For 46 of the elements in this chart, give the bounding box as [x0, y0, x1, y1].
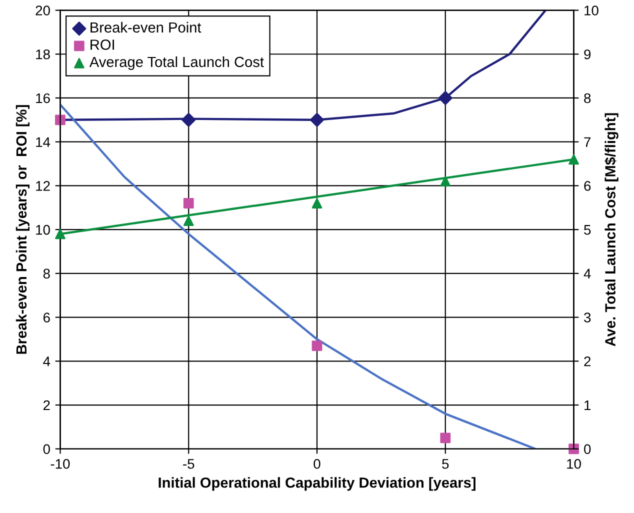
y-tick-label: 2: [43, 400, 50, 410]
y2-tick-label: 8: [584, 93, 591, 104]
y2-tick-label: 2: [584, 356, 591, 366]
y-tick-label: 12: [36, 181, 50, 191]
x-tick-label: 0: [314, 458, 320, 469]
y2-tick-label: 5: [584, 225, 591, 235]
y2-tick-label: 9: [584, 49, 591, 60]
point: [183, 198, 194, 208]
x-axis-title: Initial Operational Capability Deviation [years]: [158, 477, 476, 491]
legend-label: Break-even Point: [90, 22, 202, 33]
point: [55, 228, 66, 240]
point: [312, 340, 322, 351]
point: [568, 154, 579, 165]
point: [310, 112, 324, 127]
y2-tick-label: 7: [584, 137, 591, 147]
legend-label: Average Total Launch Cost: [89, 56, 264, 70]
point: [568, 444, 579, 454]
y-tick-label: 20: [36, 6, 50, 16]
x-tick-label: 5: [442, 459, 449, 469]
y-tick-label: 10: [36, 224, 50, 235]
y2-tick-label: 10: [584, 6, 598, 16]
point: [438, 90, 452, 106]
y2-tick-label: 3: [584, 312, 591, 322]
point: [182, 112, 196, 127]
y-tick-label: 18: [36, 49, 50, 60]
legend-label: ROI: [90, 40, 114, 50]
line-series: [60, 103, 536, 449]
y-axis-title: Break-even Point [years] or ROI [%]: [16, 105, 30, 354]
y-tick-label: 6: [43, 312, 50, 322]
y2-tick-label: 0: [584, 444, 591, 454]
y-tick-label: 16: [36, 93, 50, 104]
y-tick-label: 4: [43, 356, 50, 366]
y-tick-label: 8: [43, 268, 50, 279]
y2-axis-title: Ave. Total Launch Cost [M$/flight]: [604, 113, 618, 346]
y-tick-label: 0: [43, 444, 50, 454]
x-tick-label: 10: [567, 458, 581, 469]
y-tick-label: 14: [36, 137, 50, 147]
point: [440, 432, 451, 444]
y2-tick-label: 4: [584, 268, 591, 278]
x-tick-label: -5: [183, 459, 194, 469]
point: [440, 176, 451, 187]
y2-tick-label: 1: [584, 400, 591, 410]
point: [183, 216, 194, 226]
point: [312, 198, 322, 208]
y2-tick-label: 6: [584, 181, 591, 191]
x-tick-label: -10: [50, 458, 70, 469]
